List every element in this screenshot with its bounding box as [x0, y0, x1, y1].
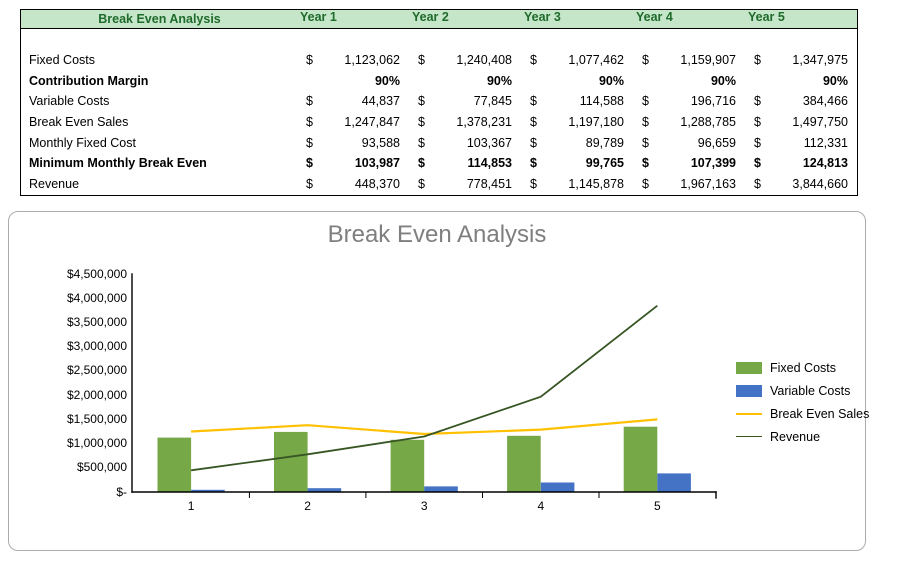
svg-text:$1,000,000: $1,000,000	[67, 436, 127, 450]
svg-text:$-: $-	[116, 485, 127, 499]
svg-text:$4,000,000: $4,000,000	[67, 291, 127, 305]
svg-text:4: 4	[537, 499, 544, 510]
svg-text:$2,000,000: $2,000,000	[67, 388, 127, 402]
svg-text:$500,000: $500,000	[77, 460, 127, 474]
svg-text:3: 3	[421, 499, 428, 510]
svg-text:1: 1	[188, 499, 195, 510]
svg-text:$4,500,000: $4,500,000	[67, 267, 127, 281]
svg-text:5: 5	[654, 499, 661, 510]
svg-text:$1,500,000: $1,500,000	[67, 412, 127, 426]
svg-text:$3,500,000: $3,500,000	[67, 315, 127, 329]
svg-text:2: 2	[304, 499, 311, 510]
svg-text:$3,000,000: $3,000,000	[67, 339, 127, 353]
svg-text:$2,500,000: $2,500,000	[67, 363, 127, 377]
